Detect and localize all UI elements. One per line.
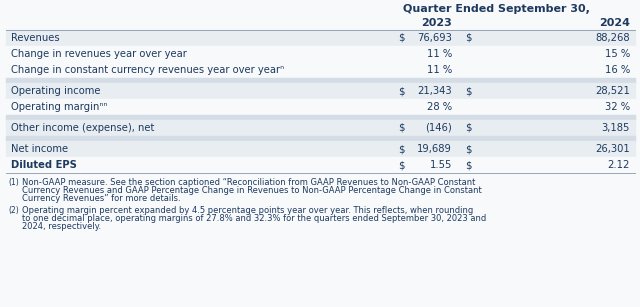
Text: 11 %: 11 % xyxy=(427,49,452,59)
Text: to one decimal place, operating margins of 27.8% and 32.3% for the quarters ende: to one decimal place, operating margins … xyxy=(22,214,486,223)
Text: 15 %: 15 % xyxy=(605,49,630,59)
Bar xyxy=(6,115,635,120)
Text: Currency Revenues and GAAP Percentage Change in Revenues to Non-GAAP Percentage : Currency Revenues and GAAP Percentage Ch… xyxy=(22,186,482,195)
Text: $: $ xyxy=(398,144,404,154)
Text: $: $ xyxy=(398,123,404,133)
Text: Currency Revenues” for more details.: Currency Revenues” for more details. xyxy=(22,194,180,203)
Bar xyxy=(6,46,635,62)
Text: 2023: 2023 xyxy=(421,18,452,28)
Text: Change in constant currency revenues year over yearⁿ: Change in constant currency revenues yea… xyxy=(11,65,284,75)
Text: $: $ xyxy=(465,33,472,43)
Text: Operating margin percent expanded by 4.5 percentage points year over year. This : Operating margin percent expanded by 4.5… xyxy=(22,206,473,215)
Text: $: $ xyxy=(398,160,404,170)
Text: Quarter Ended September 30,: Quarter Ended September 30, xyxy=(403,4,589,14)
Bar xyxy=(6,78,635,83)
Bar xyxy=(6,136,635,141)
Text: Other income (expense), net: Other income (expense), net xyxy=(11,123,154,133)
Text: $: $ xyxy=(465,160,472,170)
Text: $: $ xyxy=(398,33,404,43)
Text: $: $ xyxy=(465,144,472,154)
Text: 28 %: 28 % xyxy=(427,102,452,112)
Text: Diluted EPS: Diluted EPS xyxy=(11,160,77,170)
Bar xyxy=(6,99,635,115)
Text: $: $ xyxy=(465,123,472,133)
Text: 32 %: 32 % xyxy=(605,102,630,112)
Text: 21,343: 21,343 xyxy=(417,86,452,96)
Text: (1): (1) xyxy=(8,178,19,187)
Text: (2): (2) xyxy=(8,206,19,215)
Text: $: $ xyxy=(465,86,472,96)
Bar xyxy=(6,120,635,136)
Text: 26,301: 26,301 xyxy=(595,144,630,154)
Bar xyxy=(6,157,635,173)
Text: Non-GAAP measure. See the section captioned “Reconciliation from GAAP Revenues t: Non-GAAP measure. See the section captio… xyxy=(22,178,476,187)
Text: 2024, respectively.: 2024, respectively. xyxy=(22,222,101,231)
Text: (146): (146) xyxy=(425,123,452,133)
Text: 28,521: 28,521 xyxy=(595,86,630,96)
Text: 1.55: 1.55 xyxy=(429,160,452,170)
Text: Operating marginⁿⁿ: Operating marginⁿⁿ xyxy=(11,102,108,112)
Bar xyxy=(6,83,635,99)
Text: 19,689: 19,689 xyxy=(417,144,452,154)
Bar xyxy=(6,2,635,30)
Text: Revenues: Revenues xyxy=(11,33,60,43)
Text: Operating income: Operating income xyxy=(11,86,100,96)
Text: 3,185: 3,185 xyxy=(602,123,630,133)
Text: 2024: 2024 xyxy=(599,18,630,28)
Text: 88,268: 88,268 xyxy=(595,33,630,43)
Bar xyxy=(6,62,635,78)
Text: 76,693: 76,693 xyxy=(417,33,452,43)
Bar xyxy=(6,141,635,157)
Text: 16 %: 16 % xyxy=(605,65,630,75)
Text: 11 %: 11 % xyxy=(427,65,452,75)
Text: Net income: Net income xyxy=(11,144,68,154)
Text: Change in revenues year over year: Change in revenues year over year xyxy=(11,49,187,59)
Text: 2.12: 2.12 xyxy=(607,160,630,170)
Bar xyxy=(6,30,635,46)
Text: $: $ xyxy=(398,86,404,96)
